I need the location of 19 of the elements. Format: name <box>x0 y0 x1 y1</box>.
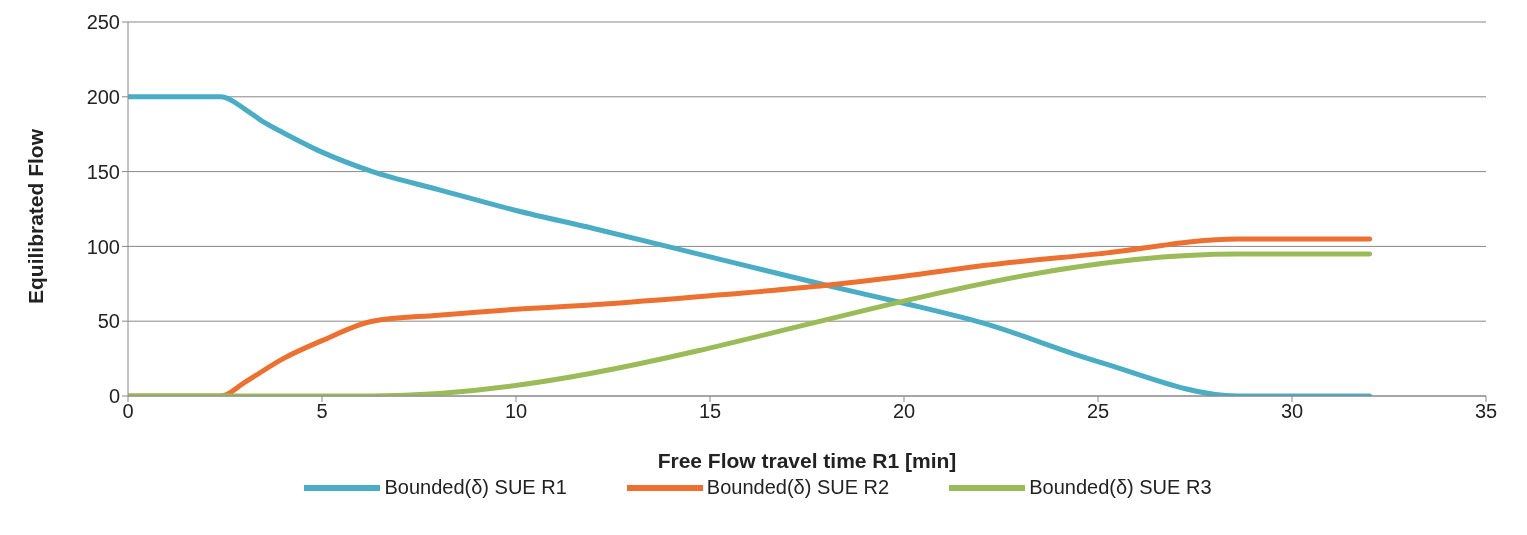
x-tick-label: 15 <box>698 400 722 423</box>
y-tick-label: 50 <box>97 310 120 333</box>
x-tick-label: 25 <box>1086 400 1110 423</box>
x-tick-label: 30 <box>1280 400 1304 423</box>
x-tick-label: 20 <box>892 400 916 423</box>
x-tick-label: 35 <box>1474 400 1498 423</box>
legend-label: Bounded(δ) SUE R3 <box>1029 476 1212 499</box>
x-tick-label: 10 <box>504 400 528 423</box>
y-tick-label: 0 <box>108 385 120 408</box>
y-axis-title: Equilibrated Flow <box>24 128 48 304</box>
y-tick-label: 100 <box>86 235 120 258</box>
y-tick-label: 150 <box>86 160 120 183</box>
x-axis-title: Free Flow travel time R1 [min] <box>657 449 957 472</box>
legend-label: Bounded(δ) SUE R2 <box>706 476 890 499</box>
y-tick-label: 200 <box>86 85 120 108</box>
y-tick-label: 250 <box>86 11 120 34</box>
x-tick-label: 0 <box>122 400 134 423</box>
legend-label: Bounded(δ) SUE R1 <box>384 476 567 499</box>
x-tick-label: 5 <box>316 400 328 423</box>
